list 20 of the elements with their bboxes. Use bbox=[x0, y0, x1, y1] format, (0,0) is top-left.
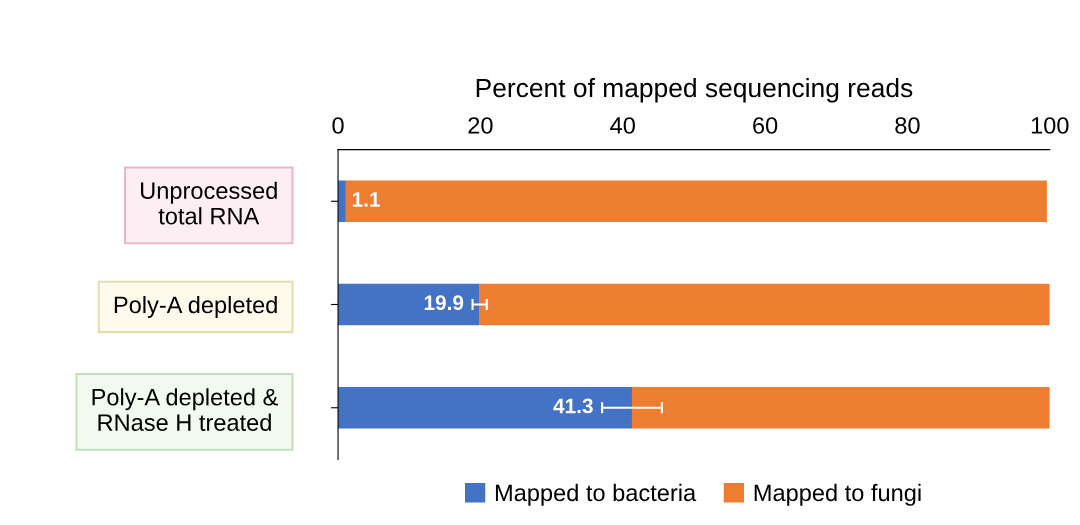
data-label: 19.9 bbox=[424, 295, 464, 311]
y-tick-label: Unprocessed total RNA bbox=[141, 181, 277, 225]
x-tick-label: 40 bbox=[610, 117, 635, 134]
x-tick-label: 20 bbox=[468, 117, 493, 134]
x-tick-label: 100 bbox=[1031, 117, 1069, 134]
x-tick-label: 0 bbox=[332, 117, 344, 134]
legend-label: Mapped to bacteria bbox=[495, 483, 697, 506]
x-tick-label: 80 bbox=[895, 117, 920, 134]
bar bbox=[479, 283, 1050, 326]
x-axis-title: Percent of mapped sequencing reads bbox=[476, 77, 913, 103]
y-tick-label: Poly-A depleted & RNase H treated bbox=[92, 388, 278, 431]
bar bbox=[345, 180, 1047, 222]
x-tick-label: 60 bbox=[753, 117, 778, 134]
bar bbox=[338, 283, 480, 326]
y-tick-label: Poly-A depleted bbox=[114, 295, 277, 318]
bar bbox=[631, 387, 1050, 429]
legend-label: Mapped to fungi bbox=[754, 483, 921, 506]
bar bbox=[338, 387, 632, 429]
data-label: 41.3 bbox=[553, 398, 593, 414]
data-label: 1.1 bbox=[352, 192, 380, 207]
